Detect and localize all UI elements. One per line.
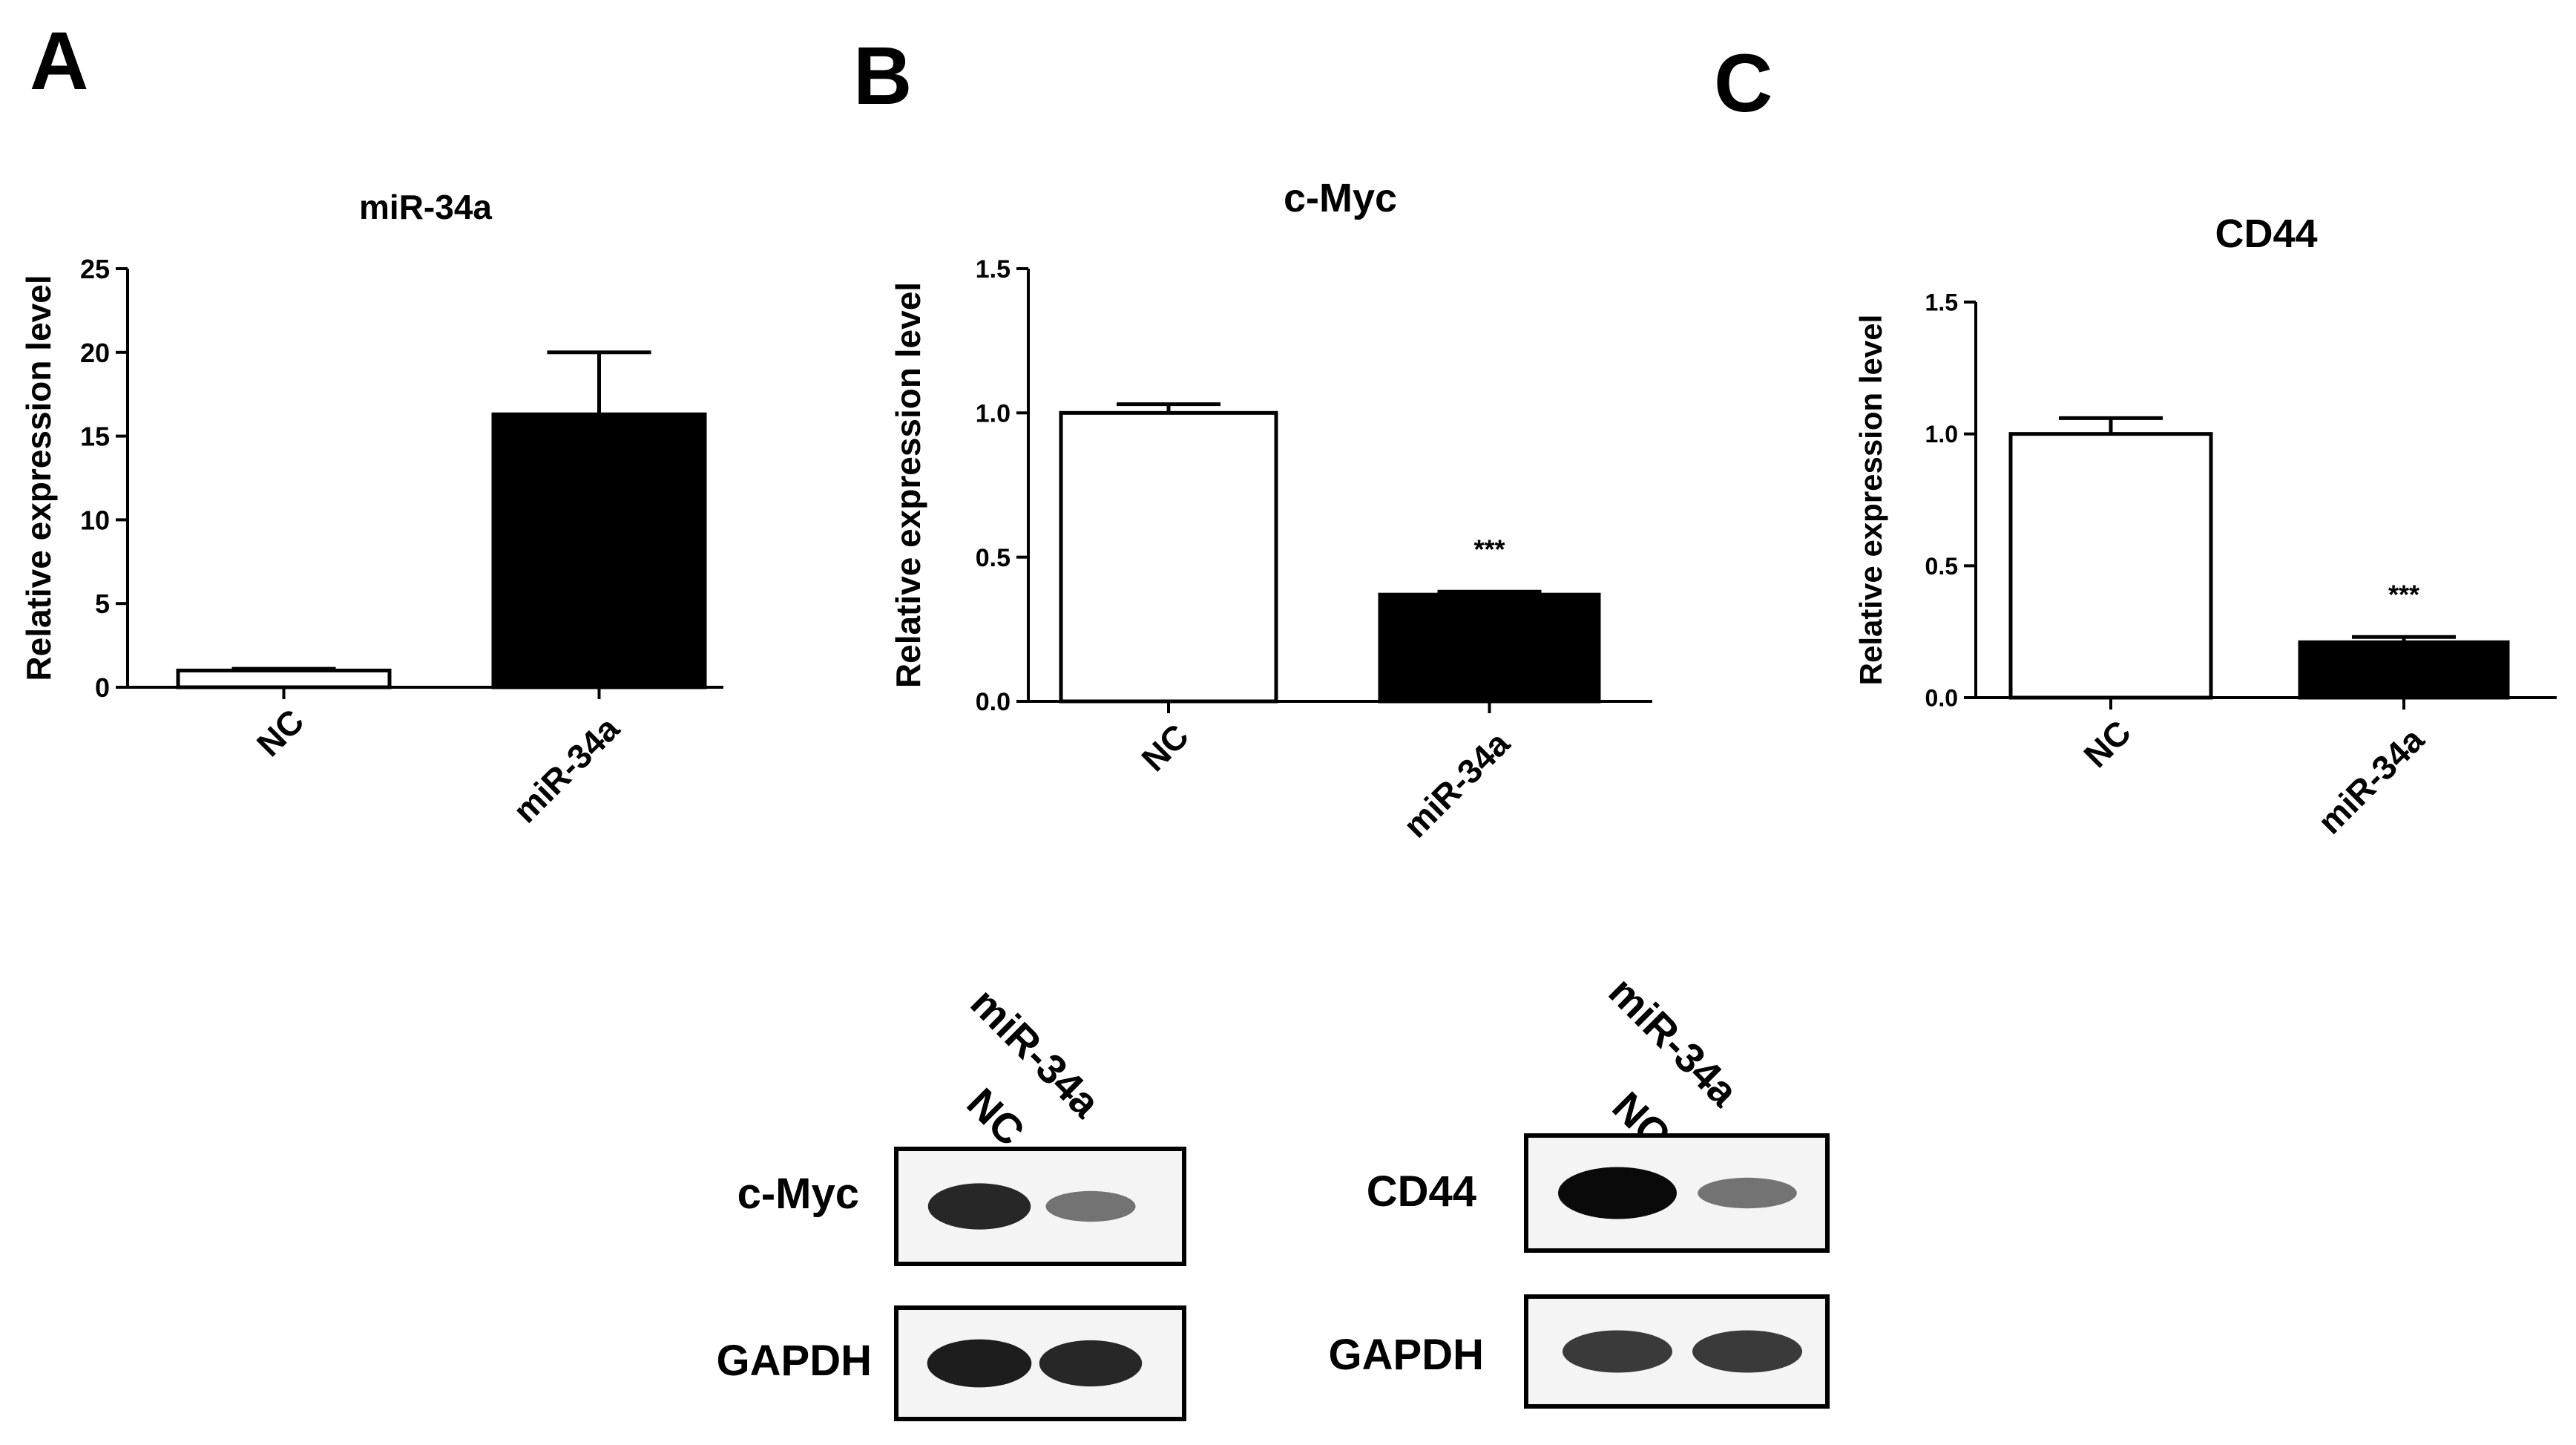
y-tick-label: 5 xyxy=(95,589,110,619)
blot-frame xyxy=(894,1147,1186,1266)
x-category-label: NC xyxy=(249,701,312,764)
bar-mir-34a xyxy=(491,412,707,689)
blot-band xyxy=(1039,1340,1143,1387)
y-tick-label: 1.0 xyxy=(976,400,1011,428)
y-tick-label: 20 xyxy=(80,338,110,368)
blot-row-label: GAPDH xyxy=(1329,1331,1484,1379)
chart-cmyc: c-Myc Relative expression level 0.0 0.5 1.0 1… xyxy=(889,176,1652,845)
panel-letter-b: B xyxy=(853,30,912,122)
x-category-label: NC xyxy=(2076,712,2138,775)
chart-cd44: CD44 Relative expression level 0.0 0.5 1.0 1.… xyxy=(1853,212,2557,842)
blot-band xyxy=(927,1183,1031,1230)
significance-marker: *** xyxy=(1473,534,1505,564)
y-tick-label: 0.0 xyxy=(1925,685,1958,712)
blot-row-label: CD44 xyxy=(1367,1167,1476,1216)
y-tick-label: 1.5 xyxy=(1925,289,1958,316)
y-tick-label: 0 xyxy=(95,672,110,703)
x-category-label: miR-34a xyxy=(505,709,627,830)
y-tick-label: 0.5 xyxy=(1925,553,1958,580)
y-tick-label: 0.5 xyxy=(976,544,1011,572)
y-tick-label: 10 xyxy=(80,505,110,535)
blot-band xyxy=(1563,1330,1672,1373)
y-tick-label: 0.0 xyxy=(976,688,1011,716)
y-tick-label: 1.0 xyxy=(1925,421,1958,448)
y-tick-label: 25 xyxy=(80,254,110,284)
chart-title: CD44 xyxy=(2215,212,2317,256)
lane-label: miR-34a xyxy=(1600,968,1748,1115)
x-category-label: NC xyxy=(1134,716,1196,779)
blot-band xyxy=(1045,1190,1136,1222)
y-axis-label: Relative expression level xyxy=(1853,315,1888,686)
blot-band xyxy=(1692,1330,1802,1373)
bar-nc xyxy=(2008,432,2213,700)
lane-label: NC xyxy=(959,1079,1034,1155)
blot-row-label: GAPDH xyxy=(717,1337,872,1385)
bar-mir-34a xyxy=(1378,592,1601,704)
blot-band xyxy=(1698,1177,1797,1209)
bar-nc xyxy=(1059,410,1278,704)
blot-band xyxy=(927,1339,1032,1388)
y-axis-label: Relative expression level xyxy=(889,282,927,688)
panel-letter-a: A xyxy=(30,16,88,107)
chart-mir34a: miR-34a Relative expression level 0 5 10 15 20… xyxy=(19,188,723,830)
blot-row-label: c-Myc xyxy=(737,1170,859,1218)
y-tick-label: 15 xyxy=(80,422,110,452)
chart-title: miR-34a xyxy=(359,188,492,226)
significance-marker: *** xyxy=(2388,579,2419,609)
bar-nc xyxy=(176,668,392,689)
y-tick-label: 1.5 xyxy=(976,255,1011,284)
x-category-label: miR-34a xyxy=(1396,724,1517,845)
bar-mir-34a xyxy=(2298,640,2510,700)
x-category-label: miR-34a xyxy=(2310,720,2432,842)
panel-letter-c: C xyxy=(1714,38,1772,129)
blot-band xyxy=(1558,1167,1677,1219)
chart-title: c-Myc xyxy=(1284,176,1397,220)
y-axis-label: Relative expression level xyxy=(19,275,58,681)
